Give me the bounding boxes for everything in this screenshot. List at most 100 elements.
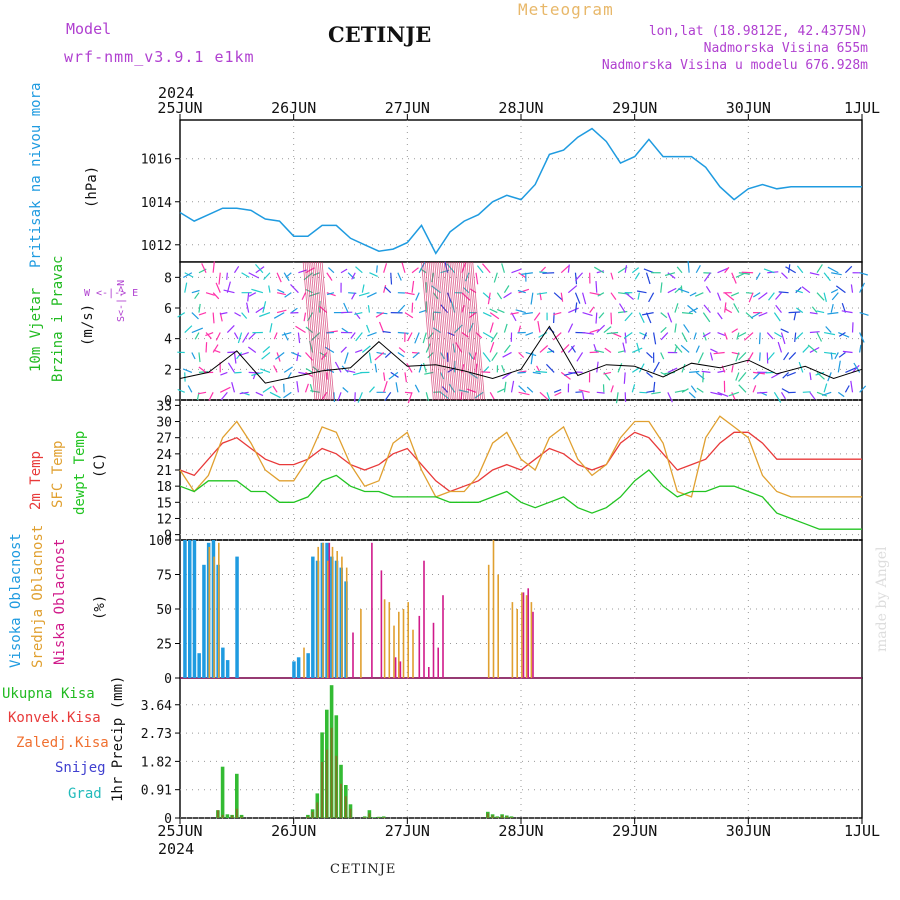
wind-barb (277, 289, 285, 294)
wind-barb (752, 292, 761, 298)
wind-speed-line (179, 325, 863, 384)
wind-barb (177, 388, 185, 393)
wind-barb (795, 332, 804, 340)
wind-barb (487, 292, 491, 305)
wind-barb (731, 365, 734, 373)
wind-barb (518, 352, 525, 358)
wind-barb (248, 371, 260, 374)
wind-barb (823, 383, 828, 393)
wind-barb (641, 312, 654, 316)
cloud-bar-mid (511, 602, 514, 678)
wind-barb (801, 286, 811, 294)
precip-bar-convective (231, 815, 234, 818)
wind-barb (709, 352, 714, 361)
y-tick-label: 0 (164, 394, 172, 409)
wind-barb (835, 285, 846, 294)
wind-barb (287, 372, 292, 379)
wind-hatch (466, 261, 480, 401)
wind-barb (694, 292, 704, 297)
wind-barb (660, 312, 668, 319)
wind-barb (367, 305, 371, 313)
precip-label-frz: Zaledj.Kisa (16, 735, 109, 751)
wind-barb (375, 312, 384, 318)
wind-barb (717, 331, 726, 336)
wind-barb (327, 267, 335, 274)
wind-barb (548, 347, 555, 353)
wind-barb (589, 329, 600, 334)
wind-barb (342, 387, 349, 393)
wind-barb (560, 265, 570, 274)
model-name: wrf-nmm_v3.9.1 e1km (64, 48, 255, 66)
cloud-bar-mid (492, 540, 495, 678)
wind-barb (831, 272, 842, 276)
wind-barb (407, 332, 413, 342)
y-tick-label: 30 (156, 416, 172, 431)
wind-hatch (312, 261, 325, 401)
wind-barb (501, 263, 505, 273)
cloud-bar-low (352, 632, 354, 678)
wind-hatch (440, 261, 453, 401)
wind-barb (502, 371, 512, 380)
wind-barb (809, 331, 820, 334)
wind-barb (351, 292, 356, 300)
cloud-bar-high (225, 660, 230, 678)
wind-barb (777, 341, 783, 353)
wind-barb (702, 332, 707, 341)
dewpoint-line (179, 469, 862, 530)
cloud-bar-high (221, 647, 225, 678)
precip-bar-convective (240, 816, 243, 818)
wind-barb (667, 312, 673, 323)
wind-barb (581, 392, 585, 401)
wind-barb (574, 272, 584, 282)
wind-barb (341, 365, 349, 373)
wind-barb (651, 391, 661, 395)
y-tick-label: 6 (164, 302, 172, 317)
wind-barb (816, 264, 823, 274)
cloud-bar-high (192, 540, 197, 678)
wind-barb (830, 288, 839, 294)
wind-barb (269, 391, 281, 399)
wind-barb (375, 265, 378, 273)
precip-bar-convective (377, 817, 380, 818)
wind-barb (276, 292, 286, 296)
wind-barb (304, 383, 309, 393)
wind-hatch (424, 261, 438, 401)
wind-barb (576, 352, 584, 362)
cloud-bar-low (437, 647, 439, 678)
wind-barb (830, 352, 833, 360)
wind-barb (412, 352, 420, 359)
wind-barb (778, 291, 789, 294)
wind-barb (198, 303, 201, 313)
cloud-bar-low (428, 667, 430, 678)
wind-barb (595, 281, 598, 293)
wind-barb (233, 352, 237, 364)
wind-barb (717, 391, 729, 397)
wind-barb (831, 292, 839, 301)
y-tick-label: 0 (164, 672, 172, 687)
wind-barb (263, 272, 271, 281)
wind-barb (735, 352, 740, 362)
wind-barb (837, 391, 845, 398)
wind-barb (610, 312, 613, 325)
wind-barb (796, 265, 804, 274)
precip-label-snow: Snijeg (55, 760, 106, 776)
wind-barb (305, 371, 313, 378)
wind-barb (845, 367, 857, 373)
wind-hatch (310, 261, 323, 401)
model-elevation-text: Nadmorska Visina u modelu 676.928m (601, 58, 868, 73)
cloud-bar-mid (303, 647, 305, 678)
wind-barb (603, 371, 612, 375)
wind-barb (295, 325, 306, 334)
wind-barb (503, 381, 507, 393)
wind-barb (260, 368, 271, 373)
wind-barb (490, 332, 498, 343)
wind-barb (361, 345, 371, 353)
wind-barb (398, 347, 406, 353)
wind-barb (717, 267, 729, 274)
wind-barb (745, 292, 754, 294)
wind-barb (687, 304, 697, 314)
wind-barb (793, 312, 797, 321)
wind-barb (374, 363, 378, 373)
wind-barb (251, 288, 264, 294)
cloud-bar-mid (521, 592, 523, 678)
